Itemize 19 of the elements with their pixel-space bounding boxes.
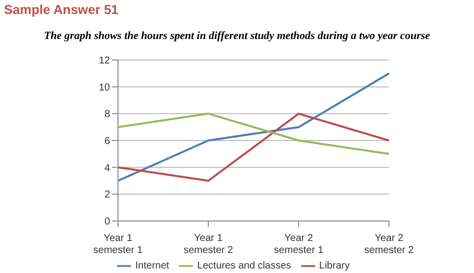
- line-series: [117, 112, 390, 182]
- x-tick-label: Year 2 semester 2: [364, 233, 414, 256]
- x-tick-label: Year 2 semester 1: [274, 233, 324, 256]
- legend-label: Lectures and classes: [197, 260, 292, 272]
- y-tick-label: 4: [104, 162, 110, 174]
- y-tick-label: 0: [104, 216, 110, 228]
- x-tick-label: Year 1 semester 1: [93, 233, 144, 256]
- y-tick-label: 8: [104, 109, 110, 120]
- legend-label: Library: [319, 260, 350, 272]
- line-series: [117, 72, 390, 182]
- line-series: [117, 112, 390, 155]
- y-tick-label: 2: [104, 190, 110, 201]
- y-tick-label: 6: [104, 136, 110, 148]
- x-tick-label: Year 1 semester 2: [184, 233, 234, 256]
- legend-label: Internet: [135, 260, 170, 272]
- y-tick-label: 12: [98, 56, 110, 67]
- chart-subtitle: The graph shows the hours spent in different study methods during a two year course: [42, 30, 432, 42]
- chart-title: Sample Answer 51: [4, 2, 118, 17]
- y-tick-label: 10: [98, 82, 110, 94]
